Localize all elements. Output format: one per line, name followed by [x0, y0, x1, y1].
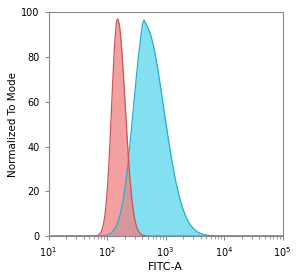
X-axis label: FITC-A: FITC-A: [148, 262, 183, 272]
Y-axis label: Normalized To Mode: Normalized To Mode: [8, 72, 18, 177]
